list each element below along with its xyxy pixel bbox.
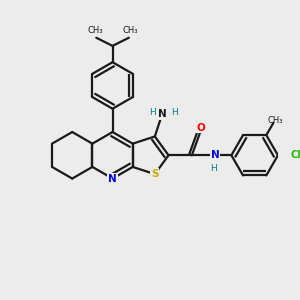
- Text: S: S: [151, 169, 159, 179]
- Text: CH₃: CH₃: [267, 116, 283, 124]
- Text: N: N: [108, 174, 117, 184]
- Text: O: O: [197, 123, 206, 133]
- Text: CH₃: CH₃: [87, 26, 103, 35]
- Text: H: H: [171, 108, 178, 117]
- Text: H: H: [149, 108, 155, 117]
- Text: CH₃: CH₃: [122, 26, 138, 35]
- Text: Cl: Cl: [290, 150, 300, 160]
- Text: N: N: [158, 109, 167, 119]
- Text: N: N: [211, 150, 220, 160]
- Text: H: H: [211, 164, 217, 173]
